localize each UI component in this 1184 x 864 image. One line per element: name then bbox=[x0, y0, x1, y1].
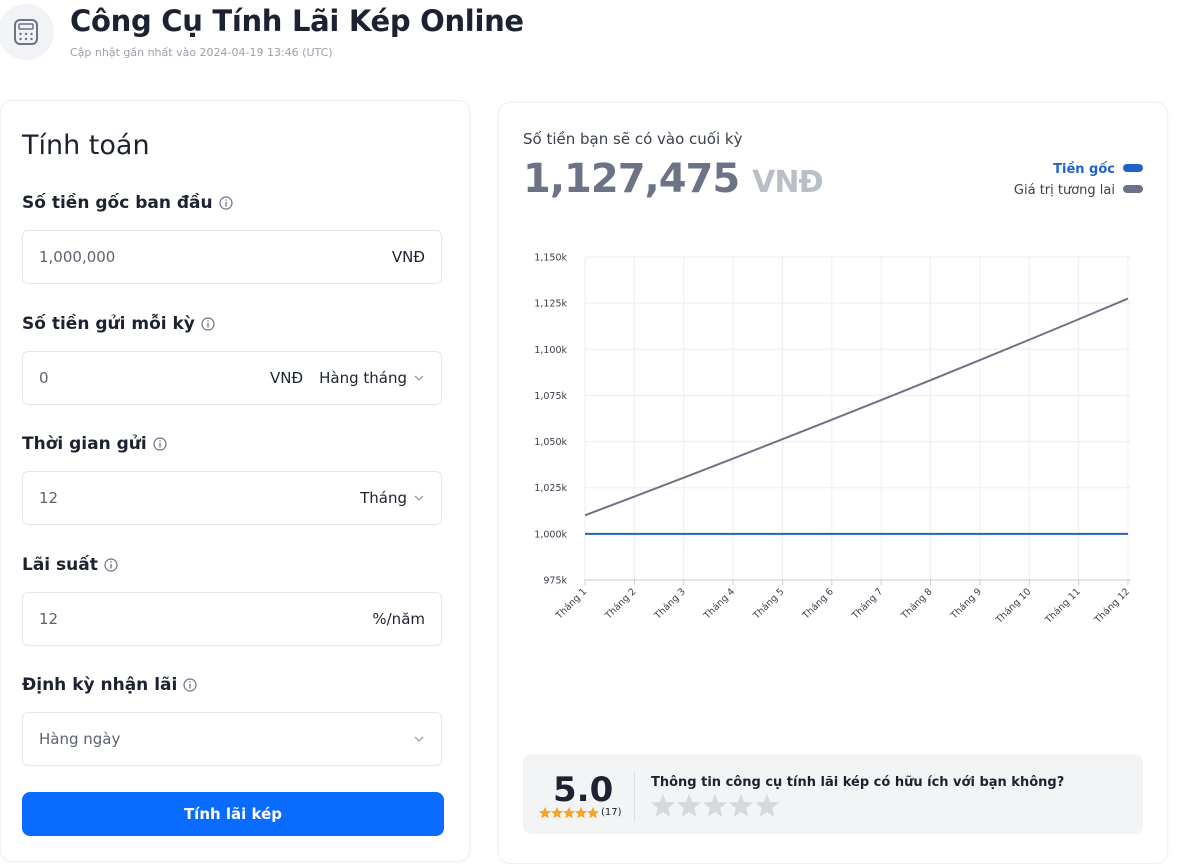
rate-stars[interactable] bbox=[651, 794, 781, 820]
input-value: 0 bbox=[39, 368, 49, 387]
input-box[interactable]: 12 Tháng bbox=[22, 471, 442, 525]
icon-dot bbox=[207, 319, 209, 322]
rating-box: 5.0 (17) Thông tin công cụ tính lãi kép … bbox=[523, 754, 1143, 834]
icon-circle bbox=[183, 678, 197, 692]
chevron bbox=[414, 736, 424, 742]
field-label: Lãi suất bbox=[22, 555, 118, 575]
amount: 1,127,475 bbox=[523, 156, 740, 202]
input-value: 12 bbox=[39, 489, 59, 507]
chevron bbox=[414, 375, 424, 381]
rating-stars bbox=[539, 807, 599, 819]
info-icon bbox=[183, 678, 197, 692]
field-label: Thời gian gửi bbox=[22, 434, 167, 454]
icon-dot bbox=[158, 440, 161, 442]
label-text: Số tiền gốc ban đầu bbox=[22, 193, 213, 213]
page: Công Cụ Tính Lãi Kép Online Cập nhật gần… bbox=[0, 4, 1168, 864]
info-icon bbox=[219, 196, 233, 210]
rating-question: Thông tin công cụ tính lãi kép có hữu íc… bbox=[651, 775, 1065, 790]
chevron-line bbox=[414, 495, 424, 501]
input-unit: %/năm bbox=[372, 609, 425, 628]
icon-dot bbox=[110, 560, 112, 563]
select-text: Tháng bbox=[360, 489, 407, 507]
chevron-line bbox=[414, 375, 424, 381]
field-label: Số tiền gửi mỗi kỳ bbox=[22, 314, 215, 334]
select[interactable]: Tháng bbox=[360, 489, 425, 507]
updated-time: Cập nhật gần nhất vào 2024-04-19 13:46 (… bbox=[70, 46, 333, 59]
field-label: Định kỳ nhận lãi bbox=[22, 675, 197, 695]
input-box[interactable]: 12 %/năm bbox=[22, 591, 442, 646]
input-box[interactable]: Hàng ngày bbox=[22, 712, 442, 766]
input-unit: VNĐ bbox=[270, 368, 304, 387]
label-text: Số tiền gửi mỗi kỳ bbox=[22, 313, 195, 334]
label-text: Lãi suất bbox=[22, 554, 98, 575]
icon-circle bbox=[104, 557, 118, 572]
input-value: 1,000,000 bbox=[39, 248, 116, 266]
select[interactable]: Hàng tháng bbox=[319, 369, 425, 387]
app-icon bbox=[0, 4, 54, 60]
icon-circle bbox=[153, 437, 167, 451]
icon-circle bbox=[219, 196, 233, 210]
label-text: Định kỳ nhận lãi bbox=[22, 675, 178, 695]
page-title: Công Cụ Tính Lãi Kép Online bbox=[70, 4, 524, 38]
chevron bbox=[414, 495, 424, 501]
divider bbox=[634, 772, 635, 822]
icon-dot bbox=[224, 199, 227, 201]
rating-count: (17) bbox=[601, 807, 622, 818]
icon-dot bbox=[189, 681, 192, 683]
calc-title: Tính toán bbox=[22, 130, 150, 161]
calc-card bbox=[0, 100, 470, 862]
icon-circle bbox=[201, 316, 215, 331]
select-text: Hàng tháng bbox=[319, 368, 407, 387]
input-unit: VNĐ bbox=[391, 248, 425, 266]
label-text: Thời gian gửi bbox=[22, 434, 147, 454]
result-label: Số tiền bạn sẽ có vào cuối kỳ bbox=[523, 130, 743, 148]
chevron-line bbox=[414, 736, 424, 742]
select-value: Hàng ngày bbox=[39, 730, 121, 748]
result-card bbox=[498, 102, 1168, 864]
field-label: Số tiền gốc ban đầu bbox=[22, 193, 233, 213]
input-box[interactable]: 0 VNĐ Hàng tháng bbox=[22, 350, 442, 405]
info-icon bbox=[153, 437, 167, 451]
rating-score: 5.0 bbox=[553, 770, 614, 810]
calc-button[interactable]: Tính lãi kép bbox=[22, 792, 444, 836]
result-amount: 1,127,475 VNĐ bbox=[523, 156, 824, 202]
info-icon bbox=[104, 557, 118, 572]
input-box[interactable]: 1,000,000 VNĐ bbox=[22, 230, 442, 284]
info-icon bbox=[201, 316, 215, 331]
currency: VNĐ bbox=[752, 165, 823, 200]
input-value: 12 bbox=[39, 609, 59, 628]
